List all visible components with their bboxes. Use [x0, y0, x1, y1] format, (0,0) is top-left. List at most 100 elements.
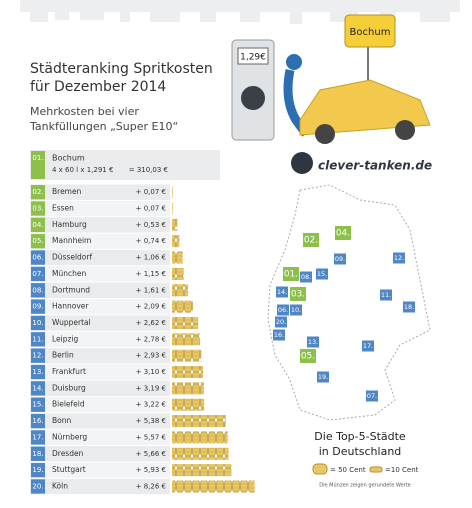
city: Duisburg — [52, 383, 86, 392]
map-marker — [380, 289, 392, 301]
row-bg — [30, 298, 170, 315]
map-marker — [290, 287, 306, 301]
row-bg — [30, 331, 170, 347]
city: Mannheim — [52, 236, 91, 245]
subtitle: Mehrkosten bei vier — [30, 105, 139, 118]
row-bg — [30, 413, 170, 429]
coin-stack — [172, 333, 200, 346]
map-marker — [316, 268, 328, 280]
map-label: 09. — [335, 255, 345, 263]
rank-cell — [31, 332, 45, 347]
rank: 04. — [32, 221, 43, 229]
city: Dortmund — [52, 285, 90, 294]
total: = 310,03 € — [129, 166, 168, 174]
value-label: + 8,26 € — [136, 482, 166, 490]
row-bg — [30, 315, 170, 331]
coin-stack — [172, 251, 183, 264]
map-label: 05. — [301, 352, 315, 362]
value-label: + 2,62 € — [136, 319, 166, 327]
rank-cell — [31, 266, 45, 282]
row-bg — [30, 233, 170, 249]
map-label: 03. — [291, 290, 305, 300]
rank-cell — [31, 381, 45, 396]
rank: 06. — [32, 254, 43, 262]
rank: 08. — [32, 286, 43, 294]
title: für Dezember 2014 — [30, 79, 166, 95]
coin-stack — [172, 349, 202, 362]
value-label: + 0,07 € — [136, 188, 166, 196]
rank: 11. — [32, 335, 43, 343]
rank: 17. — [32, 433, 43, 441]
value-label: + 5,66 € — [136, 450, 166, 458]
rank: 16. — [32, 417, 43, 425]
row-bg — [30, 364, 170, 380]
map-marker — [366, 390, 378, 402]
rank-cell — [31, 430, 45, 445]
map-marker — [276, 286, 288, 298]
city: Dresden — [52, 449, 84, 458]
map-marker — [335, 226, 351, 240]
map-label: 17. — [363, 342, 373, 350]
coin-stack — [172, 284, 189, 297]
rank: 20. — [32, 482, 43, 490]
row-bg — [30, 348, 170, 364]
map-marker — [273, 329, 285, 341]
map-caption: Die Top-5-Städte — [314, 430, 406, 443]
city: Düsseldorf — [52, 253, 92, 262]
coin-icon — [369, 466, 383, 473]
city: München — [52, 269, 86, 278]
rank-cell — [31, 413, 45, 429]
value-label: + 1,15 € — [136, 270, 166, 278]
illustration: 1,29€ Bochum clever-tanken.de — [231, 14, 432, 174]
rank-cell — [31, 348, 45, 363]
map-marker — [403, 301, 415, 313]
rank-cell — [31, 151, 45, 179]
value-label: + 3,10 € — [136, 368, 166, 376]
map-marker — [275, 316, 287, 328]
row-bg — [30, 446, 170, 462]
coin-stack — [172, 431, 228, 444]
coin-stack — [172, 300, 193, 313]
map-label: 11. — [381, 291, 391, 299]
coin-stack — [172, 218, 178, 231]
map-label: 06. — [278, 306, 288, 314]
coin-stack — [172, 186, 173, 199]
coin-stack — [172, 382, 204, 395]
legend-label: = 50 Cent — [330, 466, 366, 474]
map-marker — [334, 253, 346, 265]
city: Berlin — [52, 351, 74, 360]
map-label: 19. — [318, 373, 328, 381]
rank: 10. — [32, 319, 43, 327]
value-label: + 0,53 € — [136, 221, 166, 229]
rank-cell — [31, 397, 45, 412]
coin-stack — [172, 366, 203, 379]
row-bg — [30, 282, 170, 298]
row-bg — [30, 150, 220, 180]
rank-cell — [31, 315, 45, 331]
map-marker — [300, 349, 316, 363]
value-label: + 2,09 € — [136, 303, 166, 311]
formula: 4 x 60 l x 1,291 € — [52, 166, 113, 174]
rank: 13. — [32, 368, 43, 376]
map-label: 08. — [301, 273, 311, 281]
subtitle: Tankfüllungen „Super E10“ — [29, 120, 178, 133]
value-label: + 3,22 € — [136, 401, 166, 409]
rank: 18. — [32, 450, 43, 458]
coin-stack — [172, 202, 173, 215]
value-label: + 0,74 € — [136, 237, 166, 245]
city: Frankfurt — [52, 367, 86, 376]
value-label: + 1,06 € — [136, 254, 166, 262]
city: Essen — [52, 204, 74, 213]
map-marker — [290, 304, 302, 316]
value-label: + 0,07 € — [136, 205, 166, 213]
map-label: 16. — [274, 331, 284, 339]
coin-stack — [172, 316, 199, 329]
map-label: 18. — [404, 303, 414, 311]
value-label: + 2,93 € — [136, 352, 166, 360]
coin-stack — [172, 235, 180, 248]
rank: 07. — [32, 270, 43, 278]
rank-cell — [31, 446, 45, 461]
rank: 19. — [32, 466, 43, 474]
row-bg — [30, 380, 170, 397]
map-marker — [300, 271, 312, 283]
